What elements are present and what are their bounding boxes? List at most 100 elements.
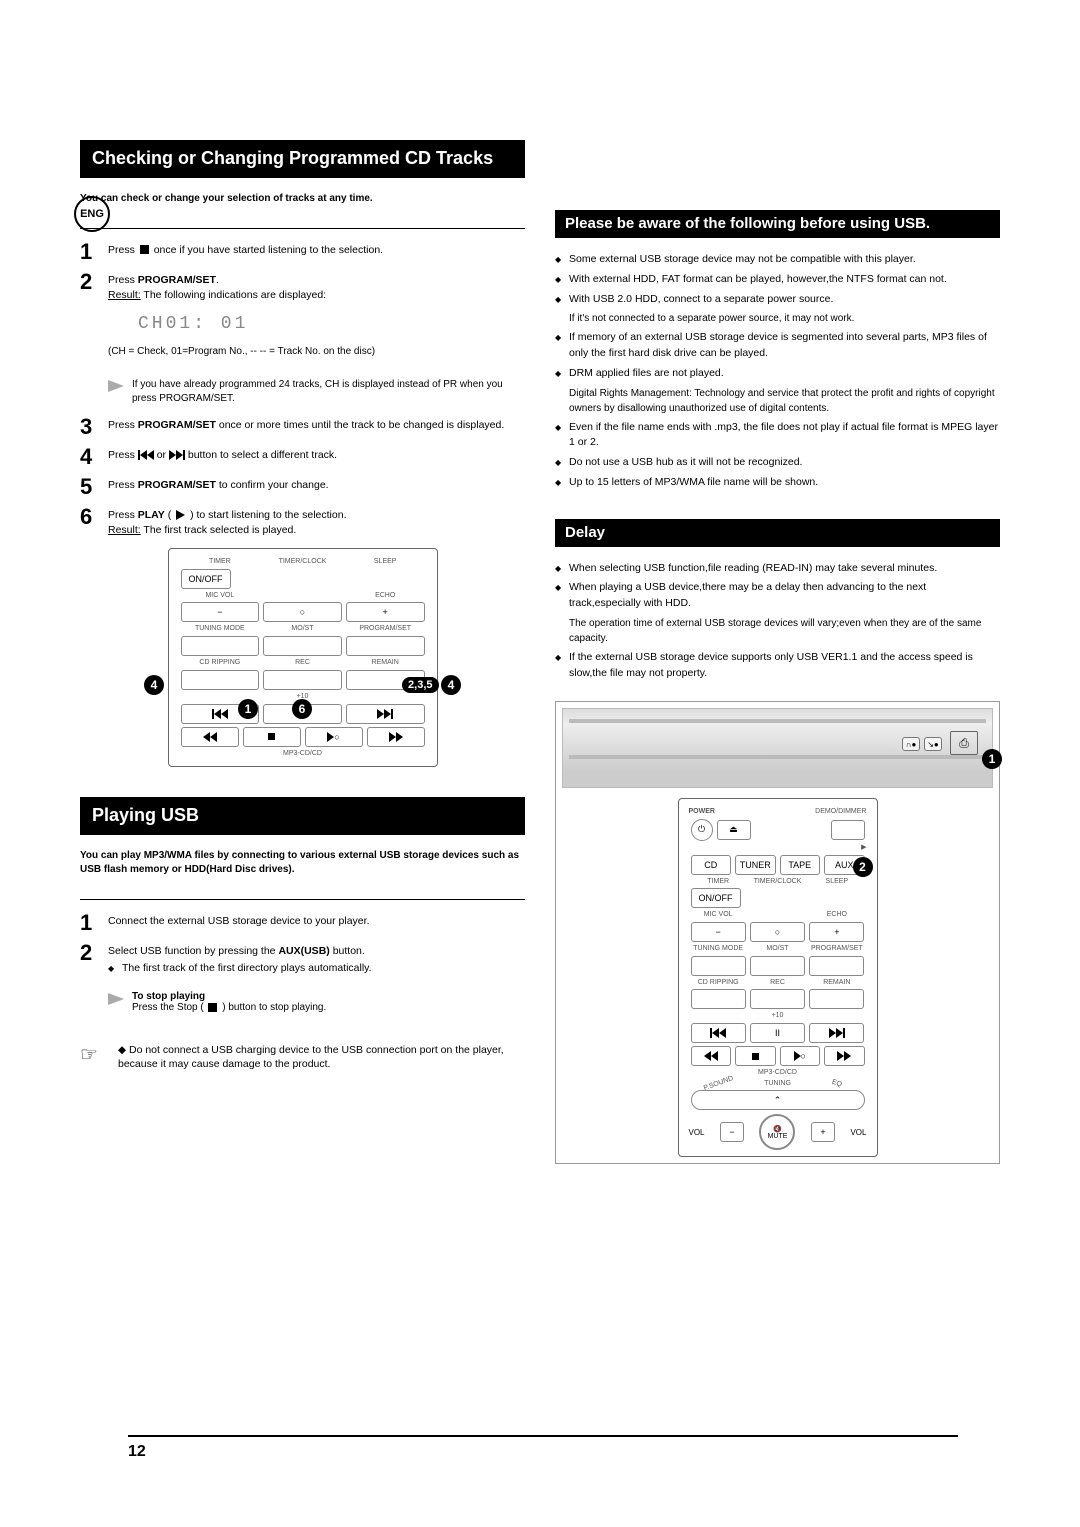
text: or [157, 449, 169, 461]
remote-button: ○ [305, 727, 363, 747]
list-item: Some external USB storage device may not… [555, 252, 1000, 268]
skip-forward-icon [169, 450, 185, 460]
remote-label: ECHO [807, 911, 866, 919]
remote-button [831, 820, 865, 840]
remote-label: MP3-CD/CD [689, 1069, 867, 1077]
remote-label: MP3-CD/CD [179, 750, 427, 758]
step-number: 5 [80, 476, 108, 498]
list-item: With external HDD, FAT format can be pla… [555, 272, 1000, 288]
remote-label: REC [261, 659, 344, 667]
text: button. [330, 945, 365, 957]
steps-check-cd: 1 Press once if you have started listeni… [80, 243, 525, 368]
remote-label: PROGRAM/SET [807, 945, 866, 953]
stop-icon [208, 1003, 217, 1012]
step-number: 2 [80, 942, 108, 964]
step-body: Press PLAY ( ) to start listening to the… [108, 508, 525, 538]
remote-button [263, 636, 342, 656]
usb-warning: ☞ ◆ Do not connect a USB charging device… [80, 1043, 525, 1072]
text: ) to start listening to the selection. [187, 509, 346, 521]
list-item: Do not use a USB hub as it will not be r… [555, 455, 1000, 471]
usb-notes-list: Some external USB storage device may not… [555, 252, 1000, 491]
text: Press [108, 479, 138, 491]
tip-text: If you have already programmed 24 tracks… [132, 378, 525, 406]
power-button-icon: ⏻ [691, 819, 713, 841]
list-item: When playing a USB device,there may be a… [555, 580, 1000, 612]
text: AUX(USB) [278, 945, 329, 957]
text: once if you have started listening to th… [154, 244, 383, 256]
remote-label: VOL [850, 1128, 866, 1137]
intro-check-cd: You can check or change your selection o… [80, 192, 525, 206]
step-body: Press PROGRAM/SET once or more times unt… [108, 418, 525, 433]
headphone-port-icon: ∩● [902, 737, 920, 751]
page-columns: Checking or Changing Programmed CD Track… [80, 140, 1000, 1164]
stop-playing-section: To stop playing Press the Stop ( ) butto… [108, 991, 525, 1013]
remote-button: − [181, 602, 260, 622]
remote-button [263, 670, 342, 690]
skip-back-icon [138, 450, 154, 460]
remote-button: ON/OFF [691, 888, 741, 908]
step-body: Select USB function by pressing the AUX(… [108, 944, 525, 981]
usb-port-icon: ⎙ [950, 731, 978, 755]
tip-programmed-24: If you have already programmed 24 tracks… [108, 378, 525, 406]
intro-usb: You can play MP3/WMA files by connecting… [80, 849, 525, 877]
text: Press [108, 419, 138, 431]
steps-check-cd-cont: 3 Press PROGRAM/SET once or more times u… [80, 418, 525, 538]
step-number: 2 [80, 271, 108, 293]
remote-button [691, 1023, 746, 1043]
hand-pointer-icon: ☞ [80, 1041, 112, 1069]
remote-button [750, 956, 805, 976]
text: PROGRAM/SET [138, 479, 216, 491]
play-icon [176, 510, 185, 520]
remote-button [181, 727, 239, 747]
eject-button-icon: ⏏ [717, 820, 751, 840]
remote-button: ON/OFF [181, 569, 231, 589]
list-item: When selecting USB function,file reading… [555, 561, 1000, 577]
stop-title: To stop playing [132, 991, 326, 1002]
list-subtext: The operation time of external USB stora… [555, 616, 1000, 646]
list-item: If memory of an external USB storage dev… [555, 330, 1000, 362]
result-label: Result: [108, 289, 141, 301]
page-number: 12 [128, 1435, 958, 1461]
remote-label: SLEEP [807, 878, 866, 886]
callout-235: 2,3,5 [402, 677, 438, 693]
list-item: The first track of the first directory p… [108, 961, 525, 977]
callout-4: 4 [144, 675, 164, 695]
text: PROGRAM/SET [138, 274, 216, 286]
text: PLAY [138, 509, 165, 521]
remote-label: TUNING MODE [179, 625, 262, 633]
text: Press [108, 509, 138, 521]
list-subtext: If it's not connected to a separate powe… [555, 311, 1000, 326]
remote-label: ECHO [344, 592, 427, 600]
text: Press [108, 244, 138, 256]
list-subtext: Digital Rights Management: Technology an… [555, 386, 1000, 416]
remote-button [243, 727, 301, 747]
remote-button: + [811, 1122, 835, 1142]
list-item: Up to 15 letters of MP3/WMA file name wi… [555, 475, 1000, 491]
warning-text: Do not connect a USB charging device to … [118, 1044, 504, 1071]
text: once or more times until the track to be… [216, 419, 504, 431]
step-number: 4 [80, 446, 108, 468]
remote-button: II [750, 1023, 805, 1043]
remote-button: TAPE [780, 855, 821, 875]
aux-port-icon: ↘● [924, 737, 942, 751]
remote-button [691, 956, 746, 976]
remote-label: MO/ST [748, 945, 807, 953]
display-note: (CH = Check, 01=Program No., -- -- = Tra… [108, 345, 525, 360]
remote-button [181, 670, 260, 690]
stop-text: Press the Stop ( ) button to stop playin… [132, 1002, 326, 1013]
remote-button: ○ [750, 922, 805, 942]
remote-button [824, 1046, 865, 1066]
text: . [216, 274, 219, 286]
remote-label: PROGRAM/SET [344, 625, 427, 633]
remote-label: TIMER/CLOCK [748, 878, 807, 886]
device-front-panel: ∩● ↘● ⎙ 1 [562, 708, 993, 788]
remote-label: MIC VOL [689, 911, 748, 919]
remote-label: TUNING [748, 1080, 807, 1088]
remote-label: POWER [689, 808, 778, 816]
remote-button [367, 727, 425, 747]
remote-button [181, 636, 260, 656]
remote-label: TUNING MODE [689, 945, 748, 953]
remote-label: SLEEP [344, 558, 427, 566]
remote-label: VOL [689, 1128, 705, 1137]
remote-button [809, 989, 864, 1009]
